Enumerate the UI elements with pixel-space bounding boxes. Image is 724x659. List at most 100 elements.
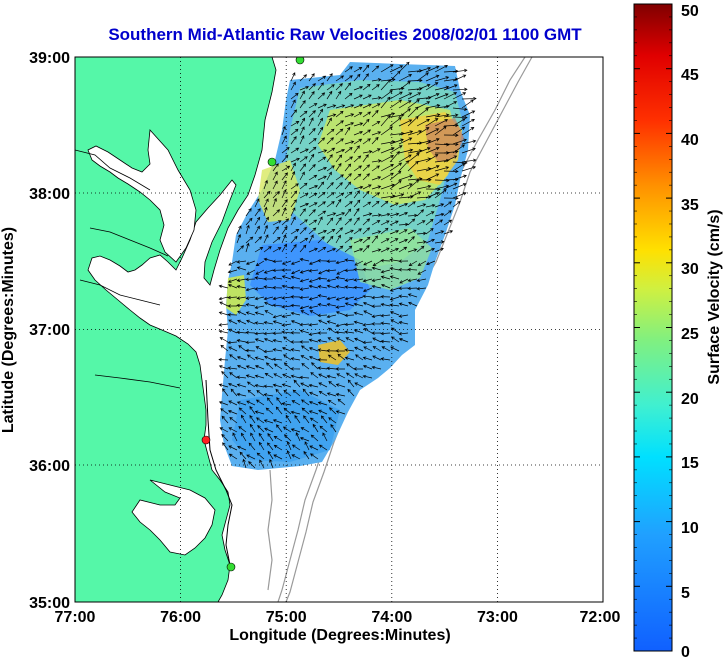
velocity-arrow bbox=[299, 208, 306, 217]
velocity-arrow bbox=[335, 162, 342, 172]
velocity-arrow bbox=[371, 314, 382, 318]
station-marker-green bbox=[295, 57, 305, 65]
velocity-arrow bbox=[254, 338, 265, 343]
x-tick-label: 73:00 bbox=[477, 609, 518, 626]
velocity-arrow bbox=[267, 432, 274, 442]
velocity-arrow bbox=[389, 70, 401, 82]
velocity-arrow bbox=[290, 162, 296, 172]
velocity-arrow bbox=[398, 61, 410, 73]
velocity-arrow bbox=[317, 103, 327, 109]
velocity-arrow bbox=[290, 331, 301, 335]
velocity-arrow bbox=[371, 322, 382, 326]
velocity-arrow bbox=[290, 109, 297, 118]
velocity-arrow bbox=[272, 296, 283, 301]
velocity-arrow bbox=[335, 212, 346, 217]
velocity-arrow bbox=[228, 427, 238, 433]
velocity-arrow bbox=[282, 336, 292, 343]
velocity-arrow bbox=[269, 458, 274, 469]
velocity-arrow bbox=[335, 383, 346, 388]
velocity-arrow bbox=[290, 244, 297, 253]
velocity-arrow bbox=[254, 410, 265, 415]
sound-water bbox=[131, 479, 216, 556]
velocity-arrow bbox=[371, 165, 381, 172]
velocity-arrow bbox=[281, 172, 288, 181]
velocity-arrow bbox=[263, 179, 268, 190]
velocity-arrow bbox=[326, 229, 336, 235]
velocity-arrow bbox=[362, 164, 371, 172]
velocity-arrow bbox=[452, 144, 466, 154]
velocity-arrow bbox=[254, 236, 263, 244]
velocity-arrow bbox=[362, 190, 370, 199]
velocity-arrow bbox=[380, 269, 391, 274]
velocity-arrow bbox=[380, 258, 391, 263]
velocity-arrow bbox=[232, 432, 238, 442]
velocity-arrow bbox=[380, 339, 391, 344]
velocity-arrow bbox=[300, 355, 310, 361]
velocity-arrow bbox=[362, 244, 370, 253]
velocity-arrow bbox=[255, 346, 265, 352]
velocity-arrow bbox=[264, 427, 274, 433]
velocity-arrow bbox=[263, 257, 274, 262]
velocity-arrow bbox=[389, 212, 400, 217]
velocity-arrow bbox=[308, 284, 319, 289]
velocity-arrow bbox=[290, 128, 299, 136]
velocity-arrow bbox=[381, 346, 391, 352]
velocity-arrow bbox=[254, 246, 264, 253]
velocity-arrow bbox=[272, 190, 280, 199]
velocity-arrow bbox=[245, 348, 256, 353]
velocity-arrow bbox=[299, 126, 305, 136]
velocity-arrow bbox=[283, 362, 292, 370]
velocity-arrow bbox=[335, 217, 342, 226]
velocity-arrow bbox=[319, 425, 328, 433]
velocity-arrow bbox=[335, 311, 346, 316]
velocity-arrow bbox=[398, 238, 408, 244]
velocity-arrow bbox=[257, 425, 265, 433]
velocity-arrow bbox=[416, 231, 427, 236]
velocity-arrow bbox=[219, 301, 229, 307]
velocity-arrow bbox=[452, 126, 466, 136]
velocity-arrow bbox=[291, 444, 301, 451]
velocity-arrow bbox=[434, 166, 450, 172]
velocity-arrow bbox=[236, 356, 247, 361]
velocity-arrow bbox=[317, 108, 323, 118]
velocity-arrow bbox=[416, 119, 430, 127]
velocity-arrow bbox=[425, 118, 439, 127]
velocity-arrow bbox=[281, 218, 290, 226]
velocity-arrow bbox=[263, 198, 269, 208]
velocity-arrow bbox=[330, 423, 337, 433]
velocity-arrow bbox=[344, 181, 352, 190]
barrier-island bbox=[205, 379, 233, 566]
velocity-arrow bbox=[290, 147, 300, 154]
velocity-arrow bbox=[245, 330, 256, 335]
velocity-arrow bbox=[380, 164, 395, 172]
velocity-arrow bbox=[327, 327, 337, 334]
velocity-arrow bbox=[362, 129, 372, 136]
velocity-arrow bbox=[245, 260, 256, 265]
velocity-arrow bbox=[443, 142, 459, 146]
velocity-arrow bbox=[326, 320, 337, 325]
velocity-arrow bbox=[254, 383, 265, 388]
velocity-arrow bbox=[344, 356, 355, 361]
velocity-arrow bbox=[281, 180, 287, 190]
velocity-arrow bbox=[398, 119, 413, 127]
velocity-arrow bbox=[227, 312, 238, 317]
velocity-arrow bbox=[380, 321, 391, 325]
velocity-arrow bbox=[263, 321, 274, 325]
velocity-arrow bbox=[353, 122, 364, 127]
velocity-arrow bbox=[299, 375, 310, 380]
velocity-arrow bbox=[273, 363, 283, 370]
velocity-arrow bbox=[236, 383, 247, 388]
velocity-arrow bbox=[263, 331, 274, 336]
velocity-arrow bbox=[272, 419, 283, 424]
velocity-arrow bbox=[434, 203, 445, 208]
velocity-arrow bbox=[353, 367, 364, 371]
velocity-arrow bbox=[335, 174, 344, 181]
velocity-arrow bbox=[452, 92, 467, 100]
velocity-arrow bbox=[416, 220, 426, 226]
velocity-arrow bbox=[452, 192, 467, 199]
velocity-arrow bbox=[236, 260, 247, 264]
velocity-arrow bbox=[309, 391, 319, 397]
velocity-arrow bbox=[371, 131, 382, 136]
velocity-arrow bbox=[371, 365, 382, 370]
velocity-arrow bbox=[245, 277, 256, 282]
